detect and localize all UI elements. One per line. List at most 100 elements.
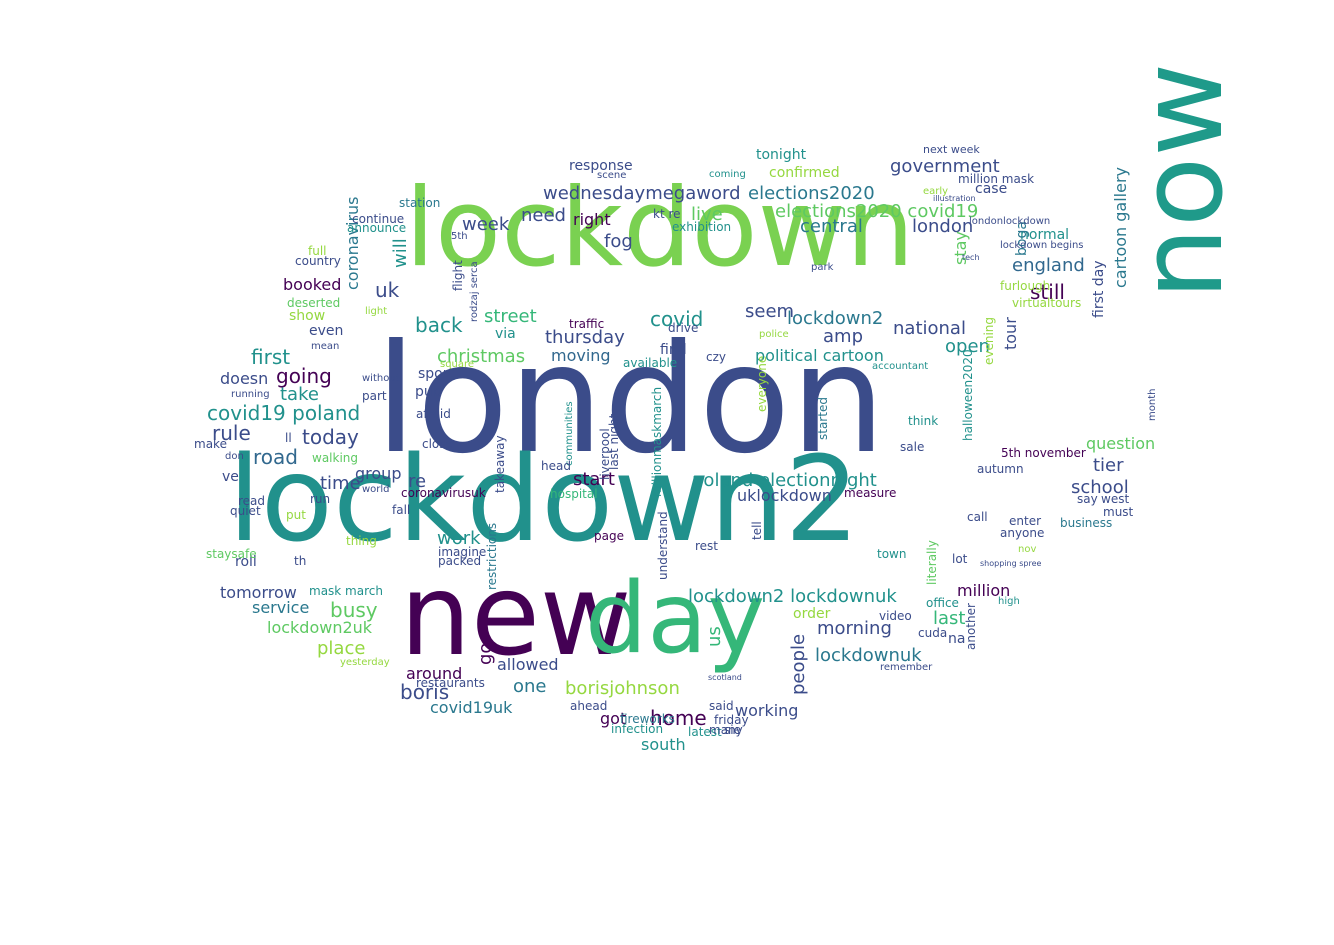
word-33: morning: [817, 618, 892, 639]
word-10: central: [800, 216, 863, 237]
word-123: afraid: [416, 407, 451, 421]
word-195: remember: [880, 662, 933, 673]
word-115: country: [295, 254, 341, 268]
word-114: deserted: [287, 296, 341, 310]
word-168: lockdown begins: [1000, 240, 1084, 251]
word-101: restaurants: [416, 676, 485, 690]
word-130: understand: [656, 511, 670, 580]
word-120: walking: [312, 451, 359, 465]
word-36: place: [317, 638, 366, 659]
word-164: coming: [709, 169, 746, 180]
word-199: tech: [962, 253, 980, 262]
word-74: cartoon gallery: [1111, 167, 1130, 288]
word-98: anyone: [1000, 526, 1045, 540]
word-113: running: [231, 389, 270, 400]
word-140: cuda: [918, 626, 948, 640]
word-92: order: [793, 606, 831, 622]
word-147: west: [1101, 492, 1130, 506]
word-70: million: [957, 581, 1011, 600]
word-128: hospital: [550, 487, 598, 501]
word-157: sie: [724, 723, 741, 737]
word-166: million mask: [958, 172, 1035, 186]
word-30: got: [600, 709, 627, 728]
word-84: evening: [982, 316, 996, 365]
word-189: mean: [311, 341, 340, 352]
word-129: restrictions: [485, 522, 499, 590]
word-1: lockdown: [405, 166, 915, 291]
word-163: scene: [597, 170, 627, 181]
word-124: imagine: [438, 545, 487, 559]
word-132: last night: [607, 413, 621, 470]
word-106: say: [1077, 492, 1098, 506]
word-87: re: [408, 471, 427, 492]
word-162: exhibition: [672, 220, 732, 234]
word-154: czy: [706, 350, 726, 364]
word-45: going: [276, 364, 332, 388]
word-127: tell: [750, 521, 764, 540]
word-173: 5th: [451, 231, 468, 242]
word-43: covid19 poland: [207, 401, 361, 425]
word-161: kt re: [653, 207, 681, 221]
word-145: business: [1060, 516, 1113, 530]
word-192: world: [362, 484, 390, 495]
word-96: th: [294, 554, 307, 568]
word-169: virtualtours: [1012, 296, 1082, 310]
word-159: friday: [714, 713, 749, 727]
word-32: working: [735, 701, 799, 720]
word-144: enter: [1009, 514, 1042, 528]
word-185: run: [310, 492, 331, 506]
word-122: close: [422, 437, 453, 451]
word-81: next week: [923, 143, 980, 156]
word-179: accountant: [872, 361, 929, 372]
word-194: nov: [1018, 544, 1037, 555]
word-183: put: [286, 508, 306, 522]
word-170: furlough: [1000, 279, 1051, 293]
word-184: thing: [346, 534, 377, 548]
word-78: confirmed: [769, 165, 840, 181]
word-143: call: [967, 510, 988, 524]
word-11: london: [912, 216, 974, 237]
word-4: new: [400, 551, 632, 681]
word-99: na: [948, 631, 966, 647]
word-48: time: [320, 473, 361, 494]
word-51: need: [521, 205, 566, 226]
word-142: lot: [952, 552, 968, 566]
word-59: work: [437, 528, 481, 549]
word-136: literally: [925, 540, 939, 585]
word-61: group: [355, 464, 402, 483]
word-28: covid19uk: [430, 698, 513, 717]
word-191: don: [225, 451, 244, 462]
word-12: england: [1012, 255, 1085, 276]
word-150: think: [908, 414, 939, 428]
word-65: amp: [823, 326, 863, 347]
word-118: announce: [347, 221, 407, 235]
word-39: around: [406, 664, 463, 683]
word-126: rest: [695, 539, 719, 553]
word-90: go: [475, 642, 496, 665]
word-7: elections2020: [748, 183, 875, 204]
word-104: infection: [611, 722, 664, 736]
word-121: coronavirusuk: [401, 486, 486, 500]
word-151: started: [816, 397, 830, 440]
word-171: month: [1147, 388, 1158, 421]
word-27: borisjohnson: [565, 678, 680, 699]
word-68: tour: [1001, 317, 1020, 350]
word-89: find: [660, 342, 687, 358]
word-67: open: [945, 336, 990, 357]
word-0: london: [375, 313, 886, 487]
word-193: high: [998, 596, 1020, 607]
word-80: case: [975, 181, 1008, 197]
word-47: doesn: [220, 369, 269, 388]
word-197: park: [811, 262, 834, 273]
word-35: busy: [330, 598, 378, 622]
word-93: show: [289, 308, 326, 324]
word-111: make: [194, 437, 227, 451]
word-18: street: [484, 306, 537, 327]
word-53: fog: [604, 231, 633, 252]
word-3: now: [1115, 62, 1249, 300]
word-38: one: [513, 676, 547, 697]
word-181: yesterday: [340, 657, 390, 668]
word-198: illustration: [933, 194, 976, 203]
word-153: available: [623, 356, 678, 370]
word-117: continue: [352, 212, 405, 226]
